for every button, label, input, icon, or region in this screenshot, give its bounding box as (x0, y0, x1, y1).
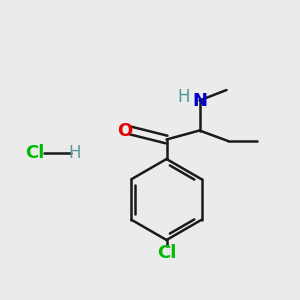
Text: Cl: Cl (25, 144, 44, 162)
Text: H: H (69, 144, 81, 162)
Text: Cl: Cl (157, 244, 176, 262)
Text: O: O (118, 122, 133, 140)
Text: H: H (178, 88, 190, 106)
Text: N: N (192, 92, 207, 110)
